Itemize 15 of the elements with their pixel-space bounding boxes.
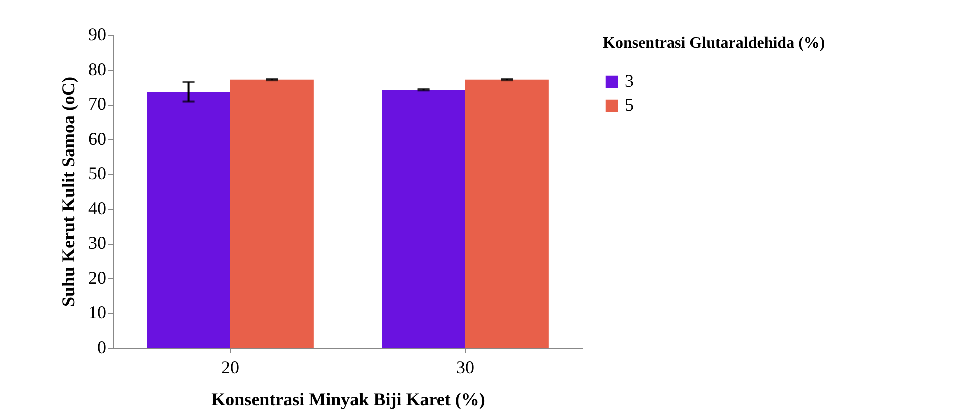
y-tick-label: 40 <box>88 198 106 218</box>
y-tick-label: 70 <box>88 94 106 114</box>
y-tick-label: 20 <box>88 268 106 288</box>
y-tick-label: 10 <box>88 302 106 323</box>
y-tick-label: 90 <box>88 24 106 44</box>
x-axis-title: Konsentrasi Minyak Biji Karet (%) <box>212 390 486 410</box>
y-axis-title: Suhu Kerut Kulit Samoa (oC) <box>58 76 78 308</box>
legend-label: 5 <box>625 95 634 115</box>
y-tick-label: 80 <box>88 59 106 80</box>
y-tick-label: 30 <box>88 233 106 254</box>
y-tick-label: 0 <box>98 338 106 358</box>
legend-title: Konsentrasi Glutaraldehida (%) <box>603 35 826 52</box>
y-tick-label: 50 <box>88 164 106 184</box>
legend-label: 3 <box>625 71 634 91</box>
y-tick-label: 60 <box>88 128 106 149</box>
